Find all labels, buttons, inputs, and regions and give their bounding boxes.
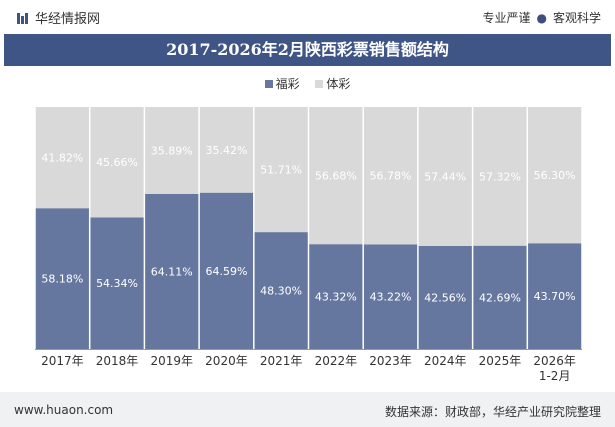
data-label-ticai: 41.82%	[41, 152, 83, 165]
data-label-fucai: 64.11%	[151, 265, 193, 278]
x-tick-label: 2017年	[41, 354, 84, 368]
bar-ticai	[254, 106, 308, 233]
x-tick-label: 2025年	[479, 354, 522, 368]
x-tick-label: 2019年	[150, 354, 193, 368]
bar-ticai	[309, 107, 363, 245]
bar-ticai	[363, 107, 418, 245]
x-tick-label: 1-2月	[539, 369, 571, 383]
bar-ticai	[90, 107, 144, 218]
data-label-ticai: 56.30%	[534, 169, 576, 182]
legend-label-ticai: 体彩	[326, 77, 351, 91]
data-source: 数据来源：财政部，华经产业研究院整理	[384, 405, 601, 419]
stacked-bar-chart: 58.18% 41.82% 2017年 54.34% 45.66% 2018年 64.11%…	[35, 106, 582, 383]
bar-ticai	[418, 107, 472, 247]
data-label-fucai: 54.34%	[96, 277, 138, 290]
data-label-ticai: 56.78%	[370, 170, 412, 183]
chart-legend: 福彩 体彩	[0, 75, 615, 92]
bar-fucai	[199, 192, 254, 349]
x-tick-label: 2024年	[424, 354, 467, 368]
x-tick-label: 2021年	[260, 354, 303, 368]
brand[interactable]: 华经情报网	[16, 8, 100, 27]
bar-fucai	[528, 243, 582, 349]
bar-ticai	[35, 107, 89, 209]
footer: www.huaon.com 数据来源：财政部，华经产业研究院整理	[0, 392, 615, 427]
bar-ticai	[528, 107, 582, 244]
bar-fucai	[254, 232, 308, 349]
data-label-ticai: 56.68%	[315, 170, 357, 183]
x-tick-label: 2022年	[315, 354, 358, 368]
bar-ticai	[145, 107, 199, 194]
brand-name: 华经情报网	[35, 12, 101, 27]
tag-rigorous: 专业严谨	[482, 11, 531, 25]
bar-fucai	[309, 244, 363, 349]
data-label-fucai: 48.30%	[260, 285, 302, 298]
x-tick-label: 2026年	[533, 354, 576, 368]
legend-swatch-fucai	[264, 80, 273, 88]
bar-ticai	[473, 106, 527, 246]
data-label-ticai: 35.89%	[151, 144, 193, 157]
bar-fucai	[145, 193, 199, 349]
bar-fucai	[363, 244, 418, 349]
data-label-fucai: 43.22%	[370, 291, 412, 304]
data-label-fucai: 43.32%	[315, 291, 357, 304]
x-tick-label: 2018年	[96, 354, 139, 368]
data-label-ticai: 35.42%	[205, 144, 247, 157]
bar-ticai	[199, 106, 254, 193]
x-tick-label: 2023年	[369, 354, 412, 368]
bar-fucai	[90, 217, 144, 349]
data-label-ticai: 57.32%	[479, 170, 521, 183]
header-tags: 专业严谨 ● 客观科学	[482, 9, 601, 26]
legend-item-ticai: 体彩	[315, 75, 350, 92]
bar-fucai	[418, 246, 472, 349]
bar-fucai	[35, 208, 89, 349]
data-label-ticai: 51.71%	[260, 164, 302, 177]
data-label-fucai: 58.18%	[41, 273, 83, 286]
legend-item-fucai: 福彩	[264, 75, 300, 92]
chart-title: 2017-2026年2月陕西彩票销售额结构	[4, 34, 611, 66]
x-tick-label: 2020年	[205, 354, 248, 368]
logo-icon	[17, 13, 28, 24]
website-link[interactable]: www.huaon.com	[14, 403, 114, 417]
data-label-fucai: 64.59%	[205, 265, 247, 278]
data-label-ticai: 45.66%	[96, 156, 138, 169]
tag-objective: 客观科学	[552, 11, 601, 25]
data-label-ticai: 57.44%	[424, 171, 466, 184]
data-label-fucai: 42.69%	[479, 291, 521, 304]
dot-separator: ●	[536, 11, 547, 25]
legend-swatch-ticai	[315, 80, 324, 88]
data-label-fucai: 42.56%	[424, 292, 466, 305]
bar-fucai	[473, 245, 527, 349]
top-bar: 华经情报网 专业严谨 ● 客观科学	[0, 0, 615, 34]
data-label-fucai: 43.70%	[534, 290, 576, 303]
legend-label-fucai: 福彩	[275, 77, 300, 91]
